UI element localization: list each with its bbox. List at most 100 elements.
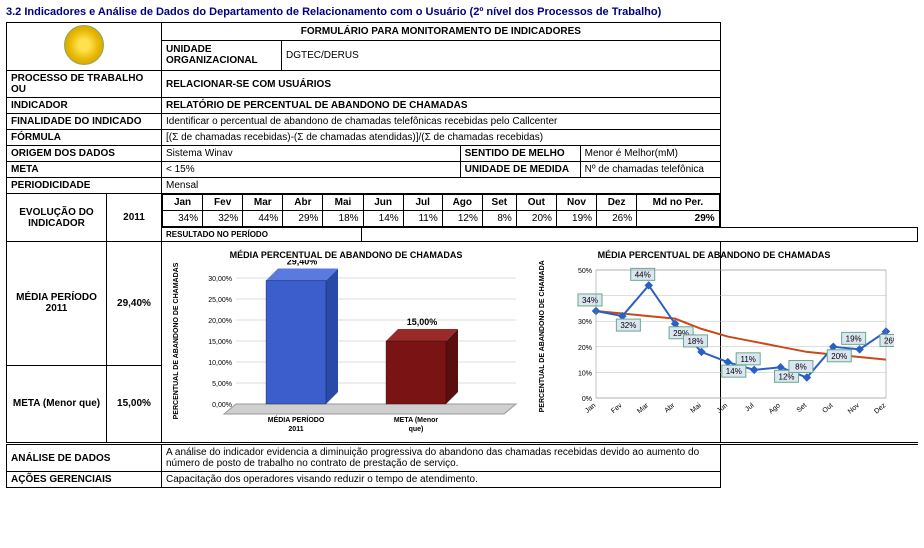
acoes-label: AÇÕES GERENCIAIS	[7, 472, 162, 488]
svg-text:META (Menor: META (Menor	[394, 417, 439, 424]
month-header: Ago	[442, 195, 482, 211]
month-value: 29%	[637, 211, 720, 227]
month-value: 29%	[283, 211, 323, 227]
period-label: PERIODICIDADE	[7, 178, 162, 194]
finalidade-label: FINALIDADE DO INDICADO	[7, 114, 162, 130]
month-header: Mai	[323, 195, 363, 211]
indicator-form: FORMULÁRIO PARA MONITORAMENTO DE INDICAD…	[6, 22, 918, 488]
svg-text:Mar: Mar	[636, 402, 650, 416]
month-value: 14%	[363, 211, 403, 227]
month-header: Fev	[203, 195, 243, 211]
svg-text:10%: 10%	[578, 370, 592, 377]
svg-text:Nov: Nov	[847, 402, 861, 416]
unidmed-value: Nº de chamadas telefônica	[580, 162, 720, 178]
meta-label: META	[7, 162, 162, 178]
svg-text:Abr: Abr	[664, 402, 677, 415]
svg-text:50%: 50%	[578, 268, 592, 275]
month-value: 11%	[403, 211, 442, 227]
formula-label: FÓRMULA	[7, 130, 162, 146]
processo-value: RELACIONAR-SE COM USUÁRIOS	[162, 71, 721, 98]
month-value: 34%	[163, 211, 203, 227]
unidmed-label: UNIDADE DE MEDIDA	[460, 162, 580, 178]
svg-text:Ago: Ago	[768, 402, 782, 415]
processo-label: PROCESSO DE TRABALHO OU	[7, 71, 162, 98]
svg-text:34%: 34%	[582, 296, 598, 305]
svg-text:14%: 14%	[726, 367, 742, 376]
page-title: 3.2 Indicadores e Análise de Dados do De…	[6, 6, 918, 18]
svg-text:5,00%: 5,00%	[212, 381, 232, 388]
month-value: 32%	[203, 211, 243, 227]
svg-text:0%: 0%	[582, 396, 592, 403]
svg-text:44%: 44%	[635, 270, 651, 279]
svg-text:MÉDIA PERÍODO: MÉDIA PERÍODO	[268, 415, 325, 424]
month-header: Set	[482, 195, 516, 211]
month-header: Mar	[243, 195, 283, 211]
form-title: FORMULÁRIO PARA MONITORAMENTO DE INDICAD…	[162, 23, 721, 41]
month-value: 44%	[243, 211, 283, 227]
analise-value: A análise do indicador evidencia a dimin…	[162, 444, 721, 472]
svg-text:26%: 26%	[884, 336, 894, 345]
media-periodo-value: 29,40%	[107, 242, 162, 366]
svg-text:20,00%: 20,00%	[208, 318, 232, 325]
month-header: Jan	[163, 195, 203, 211]
month-header: Jul	[403, 195, 442, 211]
month-header: Nov	[556, 195, 596, 211]
svg-text:32%: 32%	[620, 321, 636, 330]
svg-text:Mai: Mai	[690, 402, 703, 415]
svg-text:2011: 2011	[288, 426, 303, 433]
svg-text:15,00%: 15,00%	[208, 339, 232, 346]
month-header: Jun	[363, 195, 403, 211]
meta-q-label: META (Menor que)	[7, 365, 107, 443]
month-value: 12%	[442, 211, 482, 227]
month-value: 19%	[556, 211, 596, 227]
origem-label: ORIGEM DOS DADOS	[7, 146, 162, 162]
media-periodo-label: MÉDIA PERÍODO 2011	[7, 242, 107, 366]
svg-text:20%: 20%	[578, 345, 592, 352]
svg-text:11%: 11%	[740, 355, 755, 364]
sentido-label: SENTIDO DE MELHO	[460, 146, 580, 162]
line-chart-title: MÉDIA PERCENTUAL DE ABANDONO DE CHAMADAS	[534, 250, 894, 260]
month-header: Md no Per.	[637, 195, 720, 211]
month-value: 18%	[323, 211, 363, 227]
meta-q-value: 15,00%	[107, 365, 162, 443]
month-header: Dez	[597, 195, 637, 211]
logo-cell	[7, 23, 162, 71]
svg-text:0,00%: 0,00%	[212, 402, 232, 409]
month-value: 8%	[482, 211, 516, 227]
indicador-value: RELATÓRIO DE PERCENTUAL DE ABANDONO DE C…	[162, 98, 721, 114]
line-chart: MÉDIA PERCENTUAL DE ABANDONO DE CHAMADAS…	[534, 246, 894, 438]
meta-value: < 15%	[162, 162, 461, 178]
indicador-label: INDICADOR	[7, 98, 162, 114]
bar-chart: MÉDIA PERCENTUAL DE ABANDONO DE CHAMADAS…	[166, 246, 526, 438]
formula-value: [(Σ de chamadas recebidas)-(Σ de chamada…	[162, 130, 721, 146]
year-label: 2011	[107, 194, 162, 242]
acoes-value: Capacitação dos operadores visando reduz…	[162, 472, 721, 488]
period-value: Mensal	[162, 178, 721, 194]
svg-text:PERCENTUAL DE ABANDONO DE CHAM: PERCENTUAL DE ABANDONO DE CHAMADAS	[539, 260, 546, 412]
finalidade-value: Identificar o percentual de abandono de …	[162, 114, 721, 130]
unidade-label: UNIDADE ORGANIZACIONAL	[162, 40, 282, 70]
svg-text:10,00%: 10,00%	[208, 360, 232, 367]
svg-text:que): que)	[409, 426, 424, 433]
svg-text:Jun: Jun	[716, 402, 729, 415]
svg-text:PERCENTUAL DE ABANDONO DE CHAM: PERCENTUAL DE ABANDONO DE CHAMADAS	[173, 262, 180, 419]
sentido-value: Menor é Melhor(mM)	[580, 146, 720, 162]
month-value: 26%	[597, 211, 637, 227]
svg-text:20%: 20%	[831, 352, 847, 361]
origem-value: Sistema Winav	[162, 146, 461, 162]
svg-text:30,00%: 30,00%	[208, 276, 232, 283]
resultado-label: RESULTADO NO PERÍODO	[162, 228, 362, 242]
month-value: 20%	[516, 211, 556, 227]
svg-text:Dez: Dez	[873, 402, 887, 416]
evol-label: EVOLUÇÃO DO INDICADOR	[7, 194, 107, 242]
unidade-value: DGTEC/DERUS	[282, 40, 721, 70]
svg-text:18%: 18%	[687, 337, 703, 346]
svg-text:8%: 8%	[795, 363, 807, 372]
analise-label: ANÁLISE DE DADOS	[7, 444, 162, 472]
svg-text:12%: 12%	[779, 372, 795, 381]
month-header: Out	[516, 195, 556, 211]
svg-text:25,00%: 25,00%	[208, 297, 232, 304]
bar-chart-title: MÉDIA PERCENTUAL DE ABANDONO DE CHAMADAS	[166, 250, 526, 260]
svg-text:29,40%: 29,40%	[287, 260, 318, 267]
svg-text:Jan: Jan	[584, 402, 597, 415]
